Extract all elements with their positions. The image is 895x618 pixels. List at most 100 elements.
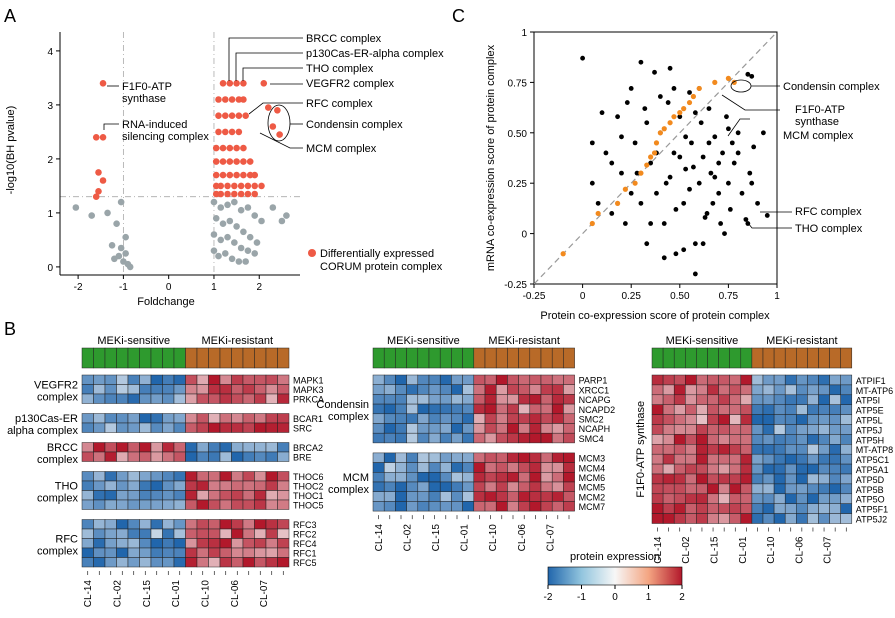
heatmap-cell [529, 501, 542, 512]
coexpr-point [692, 110, 698, 116]
heatmap-cell [116, 393, 129, 404]
heatmap-cell [751, 453, 764, 465]
coexpr-point [673, 251, 679, 257]
heatmap-cell [718, 434, 730, 445]
heatmap-cell [685, 444, 697, 455]
heatmap-cell [563, 452, 575, 463]
heatmap-cell [740, 503, 753, 514]
volcano-point-significant [92, 193, 100, 200]
heatmap-cell [518, 472, 531, 483]
cell-line-label: CL-06 [794, 536, 805, 564]
volcano-point-nonsig [244, 204, 252, 211]
heatmap-cell [208, 519, 221, 530]
heatmap-cell [651, 453, 664, 465]
heatmap-cell [93, 393, 106, 404]
heatmap-cell [651, 424, 664, 435]
resistant-bar-cell [473, 347, 486, 369]
volcano-point-nonsig [224, 233, 231, 241]
resistant-bar-cell [840, 347, 853, 369]
heatmap-cell [651, 513, 664, 524]
volcano-point-nonsig [217, 204, 225, 211]
resistant-bar-cell [185, 347, 198, 369]
gene-label: THOC1 [293, 491, 324, 501]
heatmap-cell [93, 519, 106, 530]
heatmap-cell [439, 472, 452, 483]
heatmap-cell [551, 481, 564, 492]
heatmap-cell [81, 547, 94, 558]
volcano-point-significant [265, 104, 272, 111]
volcano-point-significant [260, 80, 268, 87]
heatmap-cell [162, 547, 175, 558]
heatmap-cell [395, 491, 407, 502]
heatmap-cell [185, 499, 198, 510]
heatmap-cell [173, 374, 186, 385]
coexpr-point [644, 120, 650, 126]
coexpr-x-tick-label: 0 [580, 291, 586, 302]
sensitive-bar-cell [173, 347, 186, 369]
heatmap-cell [208, 384, 221, 395]
heatmap-cell [729, 503, 742, 514]
heatmap-cell [372, 384, 385, 395]
heatmap-cell [162, 413, 175, 424]
heatmap-cell [762, 453, 775, 465]
volcano-point-nonsig [113, 220, 120, 227]
volcano-xlabel: Foldchange [137, 296, 195, 308]
heatmap-cell [162, 442, 175, 453]
heatmap-cell [718, 424, 730, 435]
heatmap-cell [439, 394, 452, 405]
heatmap-cell [231, 499, 244, 510]
coexpr-point [700, 154, 706, 160]
heatmap-cell [507, 501, 519, 512]
heatmap-cell [116, 374, 129, 385]
heatmap-cell [773, 414, 786, 425]
label-f1f0-line2: synthase [122, 93, 166, 105]
heatmap-cell [231, 413, 244, 424]
gene-label: BRCA2 [293, 443, 323, 453]
heatmap-cell [462, 501, 475, 512]
heatmap-cell [540, 472, 553, 483]
heatmap-cell [173, 499, 186, 510]
heatmap-cell [462, 432, 475, 444]
gene-label: MCM3 [579, 454, 606, 464]
heatmap-cell [796, 384, 808, 396]
heatmap-cell [718, 513, 730, 524]
heatmap-cell [751, 483, 764, 495]
heatmap-cell [254, 422, 267, 433]
resistant-bar-cell [231, 347, 244, 369]
heatmap-cell [718, 374, 730, 386]
heatmap-cell [231, 547, 244, 558]
heatmap-cell [818, 473, 830, 485]
heatmap-cell [662, 384, 675, 396]
heatmap-cell [162, 374, 175, 385]
heatmap-cell [93, 547, 106, 558]
resistant-bar-cell [484, 347, 497, 369]
sensitive-bar-cell [428, 347, 441, 369]
heatmap-cell [93, 471, 106, 482]
heatmap-cell [451, 481, 463, 492]
leader-brcc [228, 37, 303, 81]
complex-name: alpha complex [7, 425, 78, 437]
volcano-point-significant [219, 171, 227, 179]
volcano-point-nonsig [108, 242, 116, 249]
coexpr-y-tick-label: -0.25 [504, 280, 527, 291]
volcano-point-significant [235, 112, 243, 119]
gene-label: ATP5D [856, 475, 885, 485]
cell-line-label: CL-15 [142, 580, 153, 608]
heatmap-cell [265, 413, 278, 424]
label-brcc: BRCC complex [306, 33, 382, 45]
heatmap-cell [685, 384, 697, 396]
heatmap-cell [196, 393, 209, 404]
volcano-axes: -2 -1 0 1 2 0 1 2 3 4 [47, 32, 300, 293]
heatmap-cell [707, 503, 719, 514]
heatmap-cell [762, 503, 775, 514]
heatmap-cell [127, 451, 140, 462]
heatmap-cell [784, 414, 797, 425]
heatmap-cell [231, 490, 244, 501]
heatmap-cell [718, 394, 730, 405]
heatmap-cell [729, 513, 742, 524]
leader-mcm [259, 132, 303, 149]
heatmap-cell [439, 452, 452, 463]
cell-line-label: CL-02 [403, 524, 414, 552]
volcano-point-significant [95, 188, 102, 195]
heatmap-cell [406, 384, 419, 395]
